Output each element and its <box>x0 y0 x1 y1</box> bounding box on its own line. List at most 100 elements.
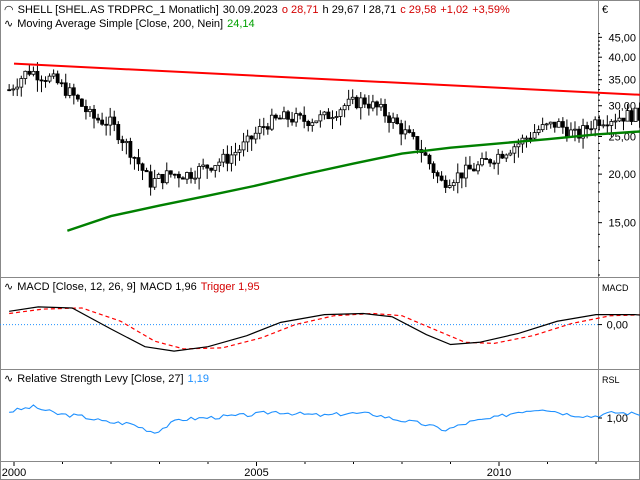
candle-body <box>71 87 76 96</box>
candle-body <box>35 70 40 81</box>
candle-body <box>168 170 173 175</box>
candle-body <box>476 164 480 172</box>
candle-body <box>504 154 509 159</box>
candle-body <box>601 124 606 127</box>
indicator-icon: ∿ <box>4 373 14 385</box>
candle-body <box>455 172 460 184</box>
candle-body <box>472 168 476 172</box>
candle-body <box>370 101 375 109</box>
candle-body <box>560 121 565 128</box>
candle-body <box>512 146 517 154</box>
candle-body <box>314 120 319 124</box>
candle-body <box>350 96 355 100</box>
candle-body <box>100 119 105 125</box>
candle-body <box>544 123 549 126</box>
candle-body <box>132 156 137 159</box>
candle-body <box>185 172 189 180</box>
y-tick-label: 20,00 <box>608 169 636 181</box>
candle-body <box>278 117 282 120</box>
y-tick-label: 25,00 <box>608 131 636 143</box>
macd-y-tick-label: 0,00 <box>607 320 628 332</box>
candle-body <box>201 164 206 167</box>
candle-body <box>112 116 117 125</box>
candle-body <box>613 120 618 123</box>
candle-body <box>581 125 585 139</box>
candle-body <box>15 86 20 90</box>
candle-body <box>629 110 634 122</box>
candle-body <box>221 153 226 163</box>
candle-body <box>617 117 622 122</box>
candle-body <box>261 126 266 128</box>
macd-legend-value: MACD 1,96 <box>139 281 197 293</box>
candle-body <box>31 70 36 75</box>
macd-legend-label: MACD [Close, 12, 26, 9] <box>17 281 136 293</box>
candle-body <box>552 121 557 128</box>
candle-body <box>609 121 614 126</box>
candle-body <box>156 173 161 179</box>
candle-body <box>310 122 315 127</box>
candle-body <box>322 111 327 116</box>
candle-body <box>84 106 88 113</box>
change-pct-value: +3,59% <box>472 4 510 16</box>
candle-body <box>140 163 145 171</box>
symbol-label: SHELL [SHEL.AS TRDPRC_1 Monatlich] <box>17 4 219 16</box>
candle-body <box>423 152 428 156</box>
candle-body <box>431 163 436 173</box>
candle-body <box>399 123 404 135</box>
candle-body <box>597 119 602 126</box>
candle-body <box>19 78 24 88</box>
rsl-y-tick-label: 1,00 <box>607 413 628 425</box>
candle-body <box>447 185 452 188</box>
candle-body <box>484 158 488 160</box>
candle-body <box>330 117 335 120</box>
candle-body <box>334 116 339 118</box>
candle-body <box>193 177 197 180</box>
candle-body <box>257 126 262 134</box>
candle-body <box>176 173 181 179</box>
candle-body <box>306 121 311 127</box>
candle-body <box>249 135 254 140</box>
candle-body <box>383 103 387 117</box>
currency-label: € <box>602 4 609 16</box>
y-tick-label: 15,00 <box>608 218 636 230</box>
candle-body <box>577 128 581 139</box>
candle-body <box>217 161 222 166</box>
ma-legend: ∿ Moving Average Simple [Close, 200, Nein… <box>4 18 259 31</box>
candle-body <box>516 143 521 148</box>
y-tick-label: 45,00 <box>608 32 636 44</box>
candle-body <box>387 115 391 123</box>
candle-body <box>269 114 274 130</box>
candle-body <box>532 132 537 139</box>
candle-body <box>379 103 383 108</box>
candle-body <box>500 153 505 159</box>
candle-body <box>585 125 590 130</box>
candle-body <box>362 97 367 105</box>
candle-body <box>524 137 529 140</box>
candle-body <box>213 165 218 171</box>
high-value: h 29,67 <box>322 4 360 16</box>
candle-body <box>625 110 630 122</box>
candle-body <box>181 177 185 180</box>
candle-body <box>128 140 133 158</box>
candle-body <box>294 113 299 123</box>
candle-body <box>302 114 307 122</box>
candle-body <box>439 175 444 181</box>
candle-body <box>536 129 541 133</box>
x-tick-label: 2000 <box>2 467 26 479</box>
candle-body <box>96 117 100 121</box>
x-tick-label: 2010 <box>487 467 511 479</box>
candle-body <box>225 153 230 164</box>
candle-body <box>253 132 258 140</box>
chart-icon: ◠ <box>4 4 14 16</box>
candle-body <box>346 98 351 107</box>
candle-body <box>621 117 626 122</box>
candle-body <box>318 114 323 122</box>
candle-body <box>451 182 456 187</box>
candle-body <box>488 159 493 164</box>
candle-body <box>573 128 577 131</box>
candle-body <box>160 173 165 184</box>
candle-body <box>407 129 412 133</box>
candle-body <box>209 167 214 171</box>
candle-body <box>435 172 440 177</box>
